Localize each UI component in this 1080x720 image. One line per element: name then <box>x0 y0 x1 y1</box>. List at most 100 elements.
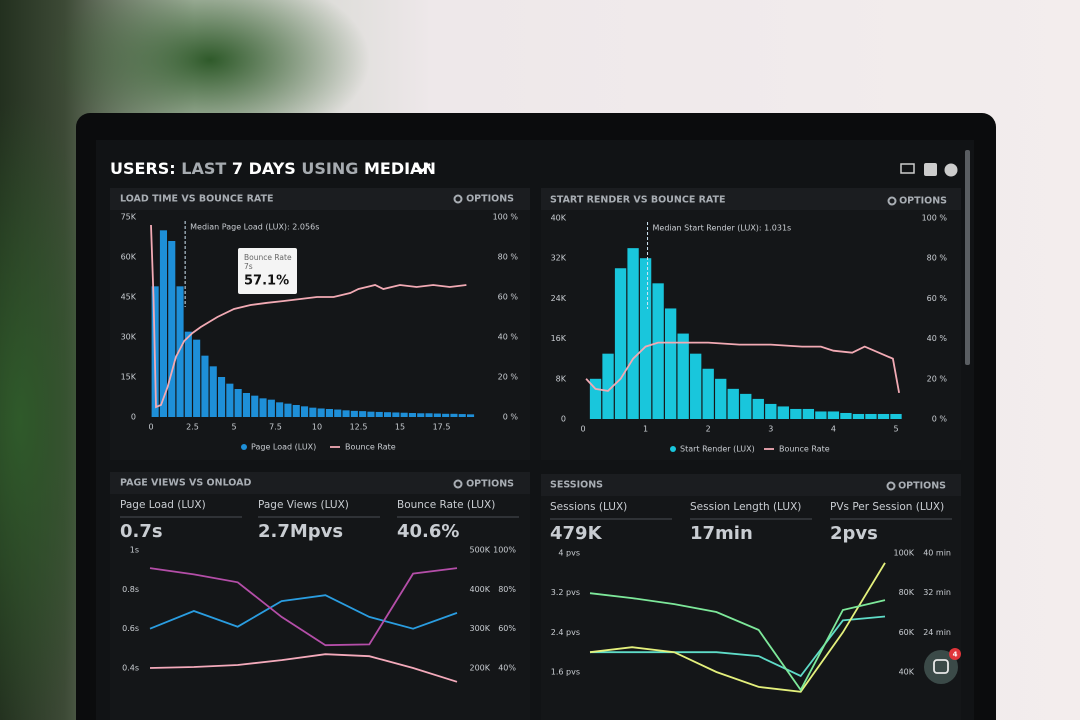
gear-icon <box>453 479 463 489</box>
title-part: USERS: <box>110 159 176 178</box>
y-tick-label: 24 min <box>923 628 951 637</box>
median-label: Median Start Render (LUX): 1.031s <box>653 224 792 233</box>
x-tick-label: 10 <box>312 423 322 432</box>
y-tick-label: 80 % <box>498 253 519 262</box>
bar <box>727 388 739 419</box>
bar <box>259 398 267 417</box>
x-tick-label: 4 <box>831 425 836 434</box>
kpi-value: 17min <box>690 523 753 544</box>
y-tick-label: 40 % <box>498 333 519 342</box>
y-tick-label: 80 % <box>927 254 948 263</box>
bar <box>840 412 852 419</box>
y-tick-label: 15K <box>121 373 137 382</box>
panel-title: SESSIONS <box>550 480 603 491</box>
panel-header <box>541 188 961 210</box>
monitor-icon[interactable] <box>900 163 915 174</box>
bar <box>458 414 466 417</box>
bar <box>209 366 217 417</box>
y-tick-label: 100% <box>493 546 516 555</box>
chat-badge <box>949 648 961 660</box>
legend-label: Page Load (LUX) <box>251 443 316 452</box>
y-tick-label: 45K <box>121 293 137 302</box>
chat-button[interactable] <box>924 650 958 684</box>
x-tick-label: 1 <box>643 425 648 434</box>
y-tick-label: 40K <box>551 214 567 223</box>
bar <box>159 230 167 417</box>
bar <box>168 241 176 417</box>
bar <box>242 393 250 417</box>
bar <box>251 395 259 417</box>
title-part: LAST <box>181 159 226 178</box>
bar <box>765 403 777 419</box>
x-tick-label: 2.5 <box>186 423 199 432</box>
y-tick-label: 40 min <box>923 549 951 558</box>
plant-blur <box>50 0 370 150</box>
line <box>149 653 458 683</box>
bar <box>417 413 425 417</box>
y-tick-label: 24K <box>551 294 567 303</box>
bar <box>639 258 652 419</box>
dropdown-arrow[interactable] <box>413 163 431 173</box>
chat-icon <box>933 659 949 674</box>
y-tick-label: 40% <box>498 664 516 673</box>
line <box>150 224 467 409</box>
bar <box>359 411 367 417</box>
x-tick-label: 5 <box>231 423 236 432</box>
x-tick-label: 0 <box>148 423 153 432</box>
options-button[interactable]: OPTIONS <box>898 481 946 492</box>
bar <box>325 409 333 417</box>
bar <box>234 389 242 417</box>
y-tick-label: 0.4s <box>122 664 139 673</box>
tooltip-value: 57.1% <box>244 274 289 289</box>
title-part: USING <box>301 159 358 178</box>
options-button[interactable]: OPTIONS <box>466 479 514 490</box>
bar <box>384 412 392 417</box>
bar <box>176 286 184 417</box>
x-tick-label: 0 <box>580 425 585 434</box>
x-tick-label: 2 <box>706 425 711 434</box>
bar <box>201 355 209 417</box>
bar <box>740 393 752 419</box>
bar <box>664 308 677 419</box>
y-tick-label: 60K <box>121 253 137 262</box>
x-tick-label: 15 <box>395 423 405 432</box>
line <box>590 615 886 678</box>
gear-icon <box>453 194 463 204</box>
bar <box>652 283 664 419</box>
y-tick-label: 80% <box>498 585 516 594</box>
bar <box>334 409 342 417</box>
bar <box>890 413 902 419</box>
y-tick-label: 0 % <box>932 415 948 424</box>
bar <box>301 406 309 417</box>
bar <box>602 353 614 419</box>
y-tick-label: 0 <box>561 415 566 424</box>
bar <box>193 339 201 417</box>
kpi-name: Page Views (LUX) <box>258 499 349 511</box>
tooltip-box <box>238 248 297 294</box>
legend-label: Start Render (LUX) <box>680 445 755 454</box>
share-icon[interactable] <box>924 163 937 176</box>
legend-label: Bounce Rate <box>345 443 396 452</box>
kpi-value: 2.7Mpvs <box>258 521 343 542</box>
kpi-name: PVs Per Session (LUX) <box>830 501 944 513</box>
title-part: 7 DAYS <box>232 159 296 178</box>
options-button[interactable]: OPTIONS <box>899 196 947 207</box>
bar <box>309 407 317 417</box>
help-icon[interactable] <box>944 163 958 177</box>
line <box>149 594 458 630</box>
panel <box>541 474 961 720</box>
bar <box>433 413 441 417</box>
bar <box>815 411 827 419</box>
y-tick-label: 2.4 pvs <box>551 628 580 637</box>
y-tick-label: 1.6 pvs <box>551 668 580 677</box>
bar <box>342 410 350 417</box>
bar <box>317 408 325 417</box>
y-tick-label: 16K <box>551 334 567 343</box>
kpi-value: 40.6% <box>397 521 459 542</box>
bar <box>442 413 450 417</box>
y-tick-label: 32K <box>551 254 567 263</box>
bar <box>375 411 383 417</box>
options-button[interactable]: OPTIONS <box>466 194 514 205</box>
bar <box>852 413 865 419</box>
